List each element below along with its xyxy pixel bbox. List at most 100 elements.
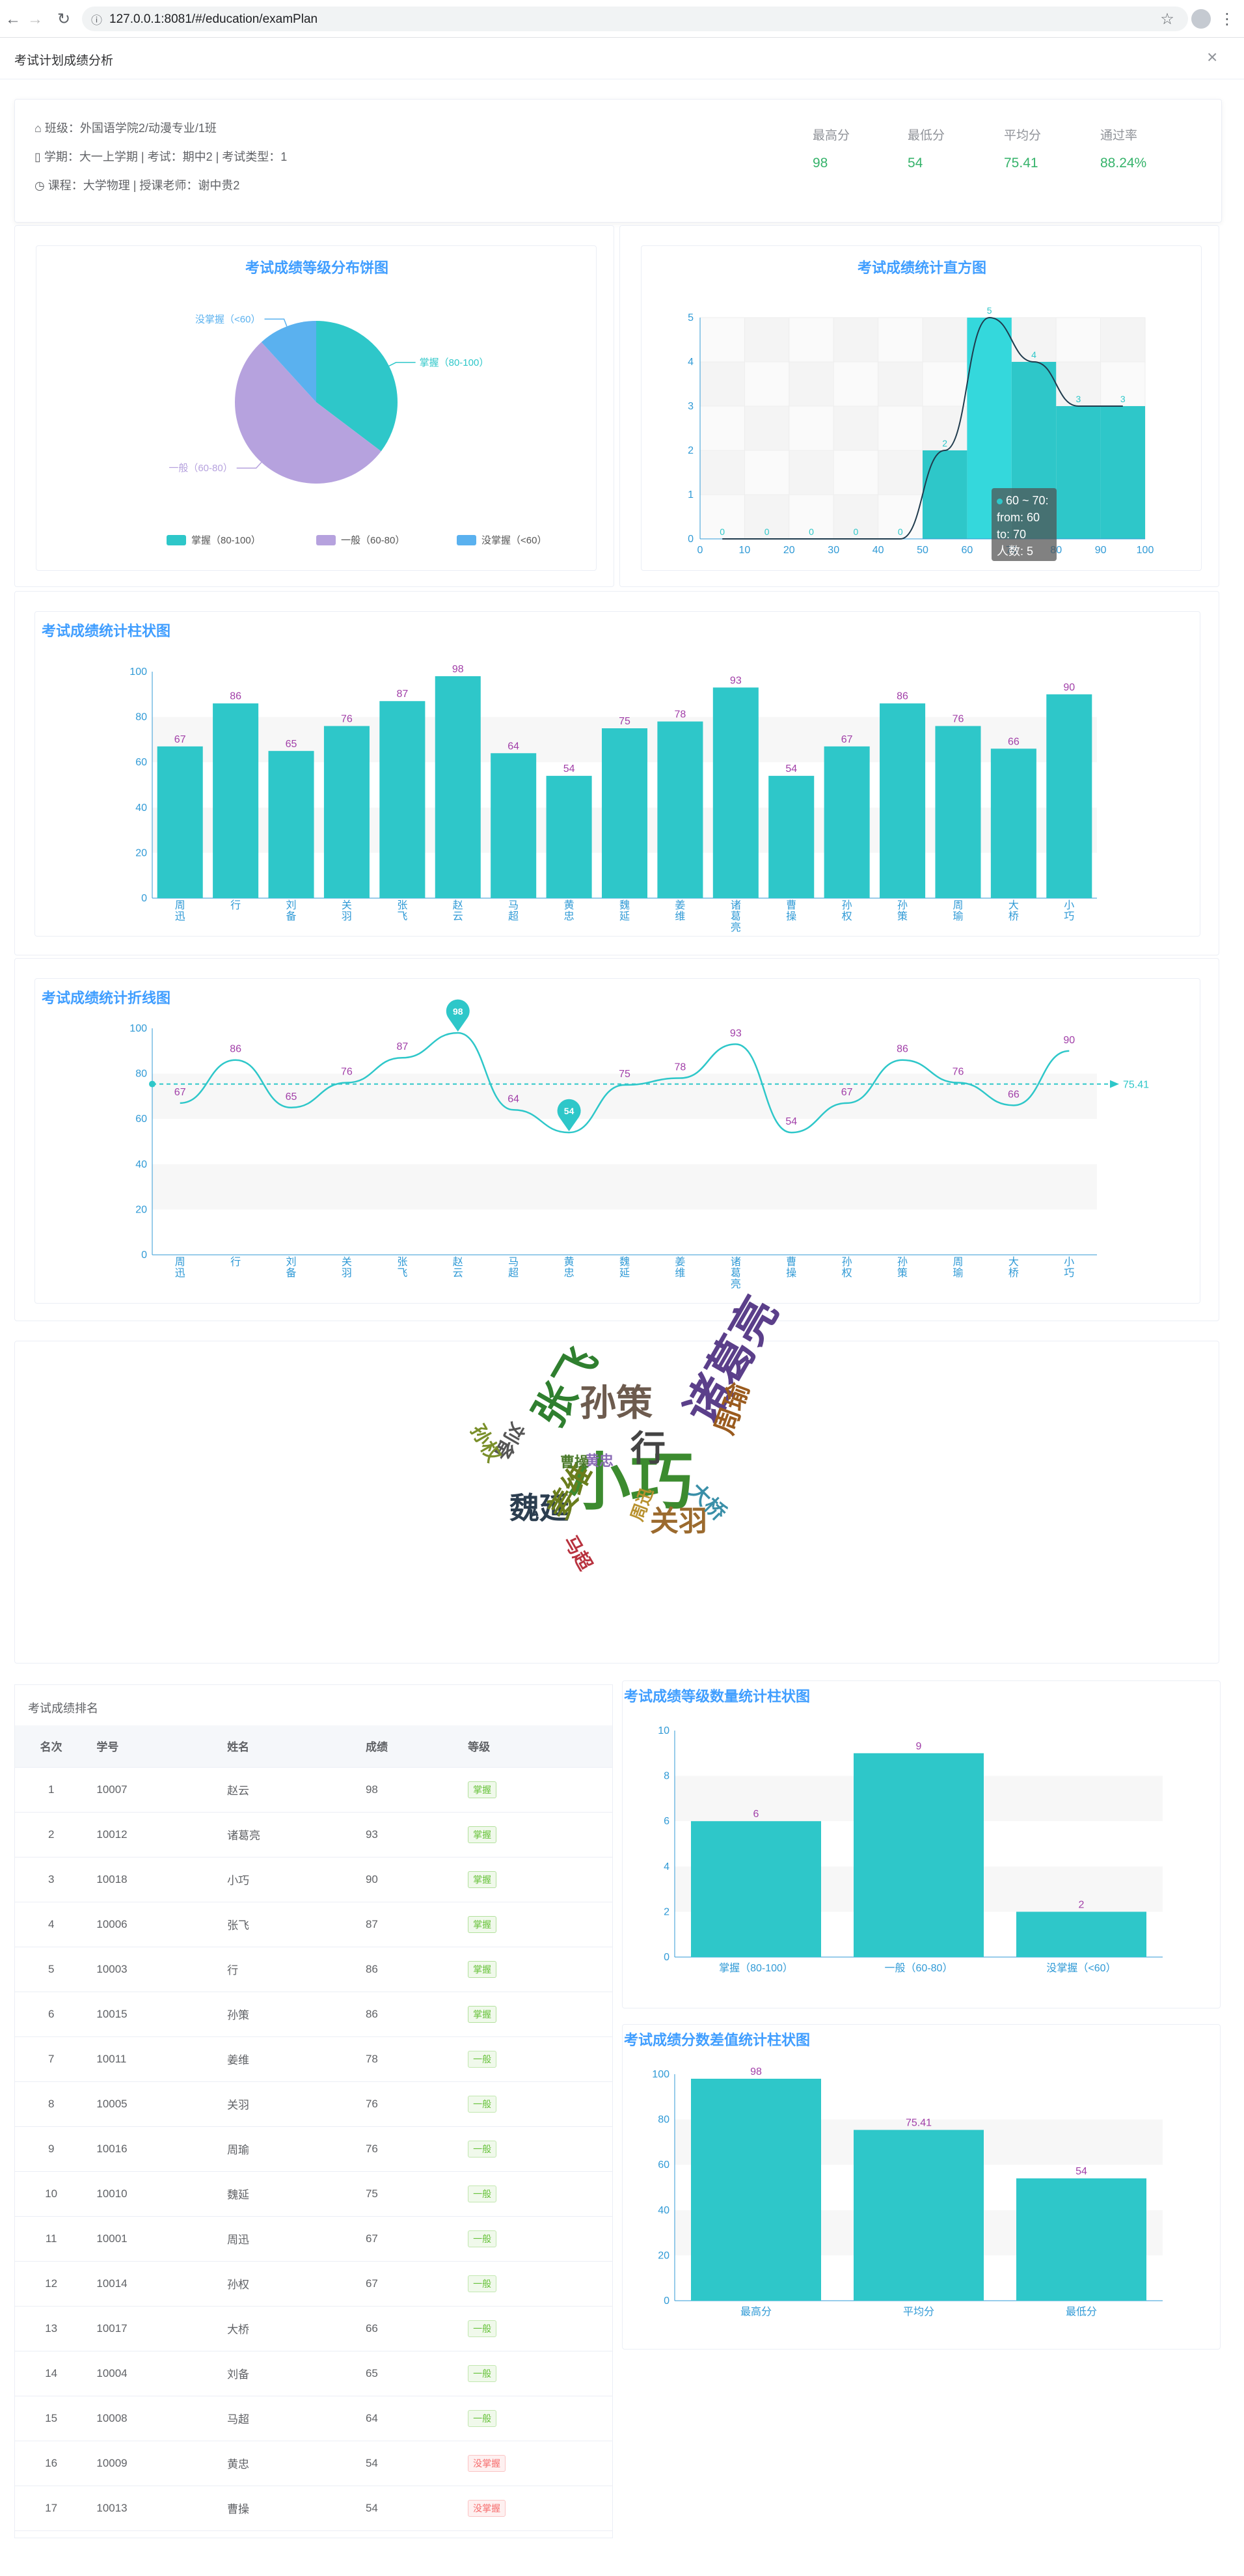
diff-chart-title: 考试成绩分数差值统计柱状图 [624, 2032, 811, 2048]
line-point-label: 86 [230, 1044, 241, 1055]
grid-cell [922, 405, 967, 451]
level-cell: 掌握 [459, 1992, 612, 2037]
close-icon[interactable]: × [1207, 47, 1218, 67]
grid-cell [789, 317, 834, 363]
table-row: 15 10008 马超 64 一般 [15, 2396, 612, 2441]
y-tick-label: 2 [688, 445, 694, 456]
pie-slice-label: 掌握（80-100） [420, 357, 489, 368]
score-bar-label: 86 [897, 691, 908, 702]
y-tick-label: 80 [135, 1069, 147, 1080]
back-icon[interactable]: ← [5, 10, 21, 28]
grid-cell [1100, 317, 1146, 363]
table-row: 1 10007 赵云 98 掌握 [15, 1767, 612, 1813]
y-tick-label: 100 [652, 2069, 669, 2080]
level-tag: 一般 [468, 2409, 497, 2427]
stat-min-value: 54 [908, 156, 923, 171]
table-cell: 诸葛亮 [218, 1812, 357, 1857]
wordcloud-word: 曹操 [560, 1454, 589, 1470]
table-cell: 周瑜 [218, 2126, 357, 2172]
x-tick-label: 魏延 [619, 1256, 630, 1279]
score-bar [601, 728, 648, 898]
line-point-label: 64 [507, 1093, 519, 1104]
level-tag: 掌握 [468, 1870, 497, 1888]
y-tick-label: 40 [135, 1159, 147, 1170]
x-tick-label: 小巧 [1064, 899, 1074, 922]
table-cell: 67 [356, 2216, 459, 2262]
wordcloud-word: 魏延 [509, 1491, 569, 1525]
bar [691, 2078, 821, 2301]
histogram-panel: 考试成绩统计直方图 000002543301020304050607080901… [619, 225, 1219, 587]
table-cell: 98 [356, 1767, 459, 1813]
x-tick-label: 50 [917, 545, 928, 556]
clock-icon: ◷ [34, 179, 48, 192]
histogram-title: 考试成绩统计直方图 [857, 260, 986, 276]
table-row: 5 10003 行 86 掌握 [15, 1947, 612, 1992]
column-header[interactable]: 名次 [15, 1725, 88, 1768]
star-icon[interactable]: ☆ [1160, 10, 1174, 28]
line-point-label: 65 [286, 1091, 297, 1103]
table-cell: 10015 [87, 1992, 219, 2037]
table-cell: 小巧 [218, 1857, 357, 1902]
histogram-bar-label: 2 [942, 438, 947, 448]
level-cell: 一般 [459, 2261, 612, 2307]
legend-swatch [316, 535, 336, 545]
level-tag: 掌握 [468, 1915, 497, 1933]
y-tick-label: 2 [664, 1906, 669, 1917]
stat-min-label: 最低分 [908, 129, 945, 143]
grid-cell [833, 450, 879, 495]
score-bar [546, 776, 592, 898]
diff-chart-card: 考试成绩分数差值统计柱状图 0 20 40 60 80 100 98 最高分 75.41 平均分 5… [622, 2024, 1221, 2350]
grid-cell [1055, 317, 1102, 363]
level-cell: 一般 [459, 2306, 612, 2351]
table-row: 10 10010 魏延 75 一般 [15, 2171, 612, 2217]
info-icon[interactable]: ⓘ [91, 14, 102, 27]
table-cell: 10001 [87, 2216, 219, 2262]
mean-line-start [149, 1080, 156, 1088]
histogram-bar-label: 0 [898, 527, 903, 537]
bar [1016, 1911, 1146, 1957]
y-tick-label: 80 [658, 2115, 669, 2126]
histogram-bar [1100, 406, 1145, 539]
address-bar[interactable]: ⓘ 127.0.0.1:8081/#/education/examPlan [82, 7, 1188, 31]
bar-value-label: 98 [750, 2066, 762, 2077]
grid-cell [833, 494, 879, 540]
course-info: ◷ 课程：大学物理 | 授课老师：谢中贵2 [34, 179, 240, 192]
column-header[interactable]: 学号 [87, 1725, 219, 1768]
table-cell: 13 [15, 2306, 88, 2351]
ranking-title: 考试成绩排名 [28, 1702, 98, 1715]
bar [1016, 2178, 1146, 2301]
reload-icon[interactable]: ↻ [57, 10, 71, 28]
profile-avatar[interactable] [1191, 9, 1211, 29]
x-tick-label: 最高分 [740, 2306, 772, 2318]
x-tick-label: 关羽 [342, 899, 352, 922]
grid-cell [744, 450, 790, 495]
stat-pass-label: 通过率 [1100, 129, 1138, 143]
grid-cell [878, 450, 923, 495]
legend-swatch [167, 535, 186, 545]
grid-cell [789, 450, 834, 495]
level-cell: 一般 [459, 2396, 612, 2441]
table-cell: 张飞 [218, 1902, 357, 1947]
x-tick-label: 行 [230, 899, 241, 911]
x-tick-label: 0 [697, 545, 703, 556]
menu-icon[interactable]: ⋮ [1219, 10, 1235, 28]
table-cell: 10017 [87, 2306, 219, 2351]
table-cell: 65 [356, 2351, 459, 2396]
histogram-chart: 00000254330102030405060708090100012345 [688, 305, 1154, 556]
pie-label-line [236, 461, 262, 469]
density-curve [722, 316, 1123, 540]
histogram-bar-label: 5 [987, 305, 992, 316]
table-cell: 10 [15, 2171, 88, 2217]
column-header[interactable]: 成绩 [356, 1725, 459, 1768]
forward-icon[interactable]: → [27, 10, 43, 28]
level-cell: 一般 [459, 2171, 612, 2217]
table-cell: 刘备 [218, 2351, 357, 2396]
score-bar-label: 87 [396, 689, 408, 700]
wordcloud-word: 小巧 [568, 1447, 693, 1517]
column-header[interactable]: 姓名 [218, 1725, 357, 1768]
histogram-bar-label: 0 [854, 527, 859, 537]
level-tag: 没掌握 [468, 2454, 506, 2472]
x-tick-label: 60 [962, 545, 973, 556]
column-header[interactable]: 等级 [459, 1725, 612, 1768]
table-cell: 曹操 [218, 2486, 357, 2531]
